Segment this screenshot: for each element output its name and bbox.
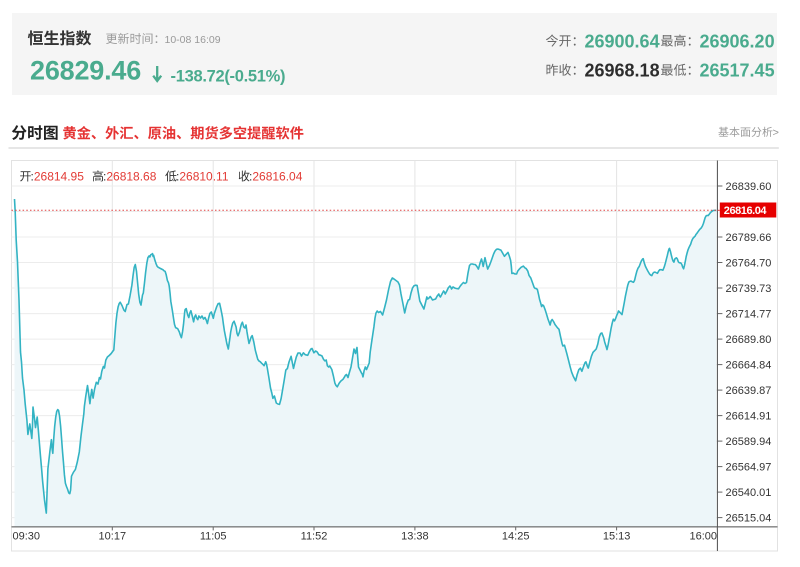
svg-text:26515.04: 26515.04	[726, 513, 772, 525]
svg-text:26564.97: 26564.97	[726, 462, 772, 474]
svg-text:26614.91: 26614.91	[726, 411, 772, 423]
svg-text:16:00: 16:00	[689, 531, 717, 543]
svg-text:-138.72(-0.51%): -138.72(-0.51%)	[171, 68, 286, 86]
svg-text::26810.11: :26810.11	[176, 170, 229, 184]
svg-text:26639.87: 26639.87	[726, 385, 772, 397]
svg-text:26664.84: 26664.84	[726, 360, 772, 372]
svg-text:11:52: 11:52	[301, 531, 328, 543]
svg-text::26818.68: :26818.68	[103, 170, 157, 184]
svg-text:10:17: 10:17	[99, 531, 127, 543]
svg-text:26739.73: 26739.73	[726, 283, 772, 295]
svg-text:26764.70: 26764.70	[726, 257, 772, 269]
svg-text:26816.04: 26816.04	[724, 205, 768, 217]
svg-text:26839.60: 26839.60	[726, 181, 772, 193]
svg-text:10-08 16:09: 10-08 16:09	[165, 34, 221, 46]
svg-text:26714.77: 26714.77	[726, 308, 772, 320]
svg-text:26906.20: 26906.20	[700, 31, 775, 51]
svg-text:26517.45: 26517.45	[700, 61, 775, 81]
svg-text:26789.66: 26789.66	[726, 232, 772, 244]
svg-text:26829.46: 26829.46	[30, 56, 141, 86]
svg-text:26540.01: 26540.01	[726, 487, 772, 499]
svg-text:>: >	[773, 127, 779, 139]
svg-text::26816.04: :26816.04	[249, 170, 303, 184]
svg-text:26968.18: 26968.18	[585, 61, 660, 81]
svg-text:14:25: 14:25	[502, 531, 530, 543]
svg-text:26689.80: 26689.80	[726, 334, 772, 346]
svg-text::26814.95: :26814.95	[31, 170, 85, 184]
svg-text:11:05: 11:05	[200, 531, 227, 543]
svg-text:15:13: 15:13	[603, 531, 631, 543]
svg-text:26589.94: 26589.94	[726, 436, 772, 448]
svg-text:13:38: 13:38	[401, 531, 429, 543]
svg-text:26900.64: 26900.64	[585, 31, 660, 51]
svg-text:09:30: 09:30	[13, 531, 41, 543]
